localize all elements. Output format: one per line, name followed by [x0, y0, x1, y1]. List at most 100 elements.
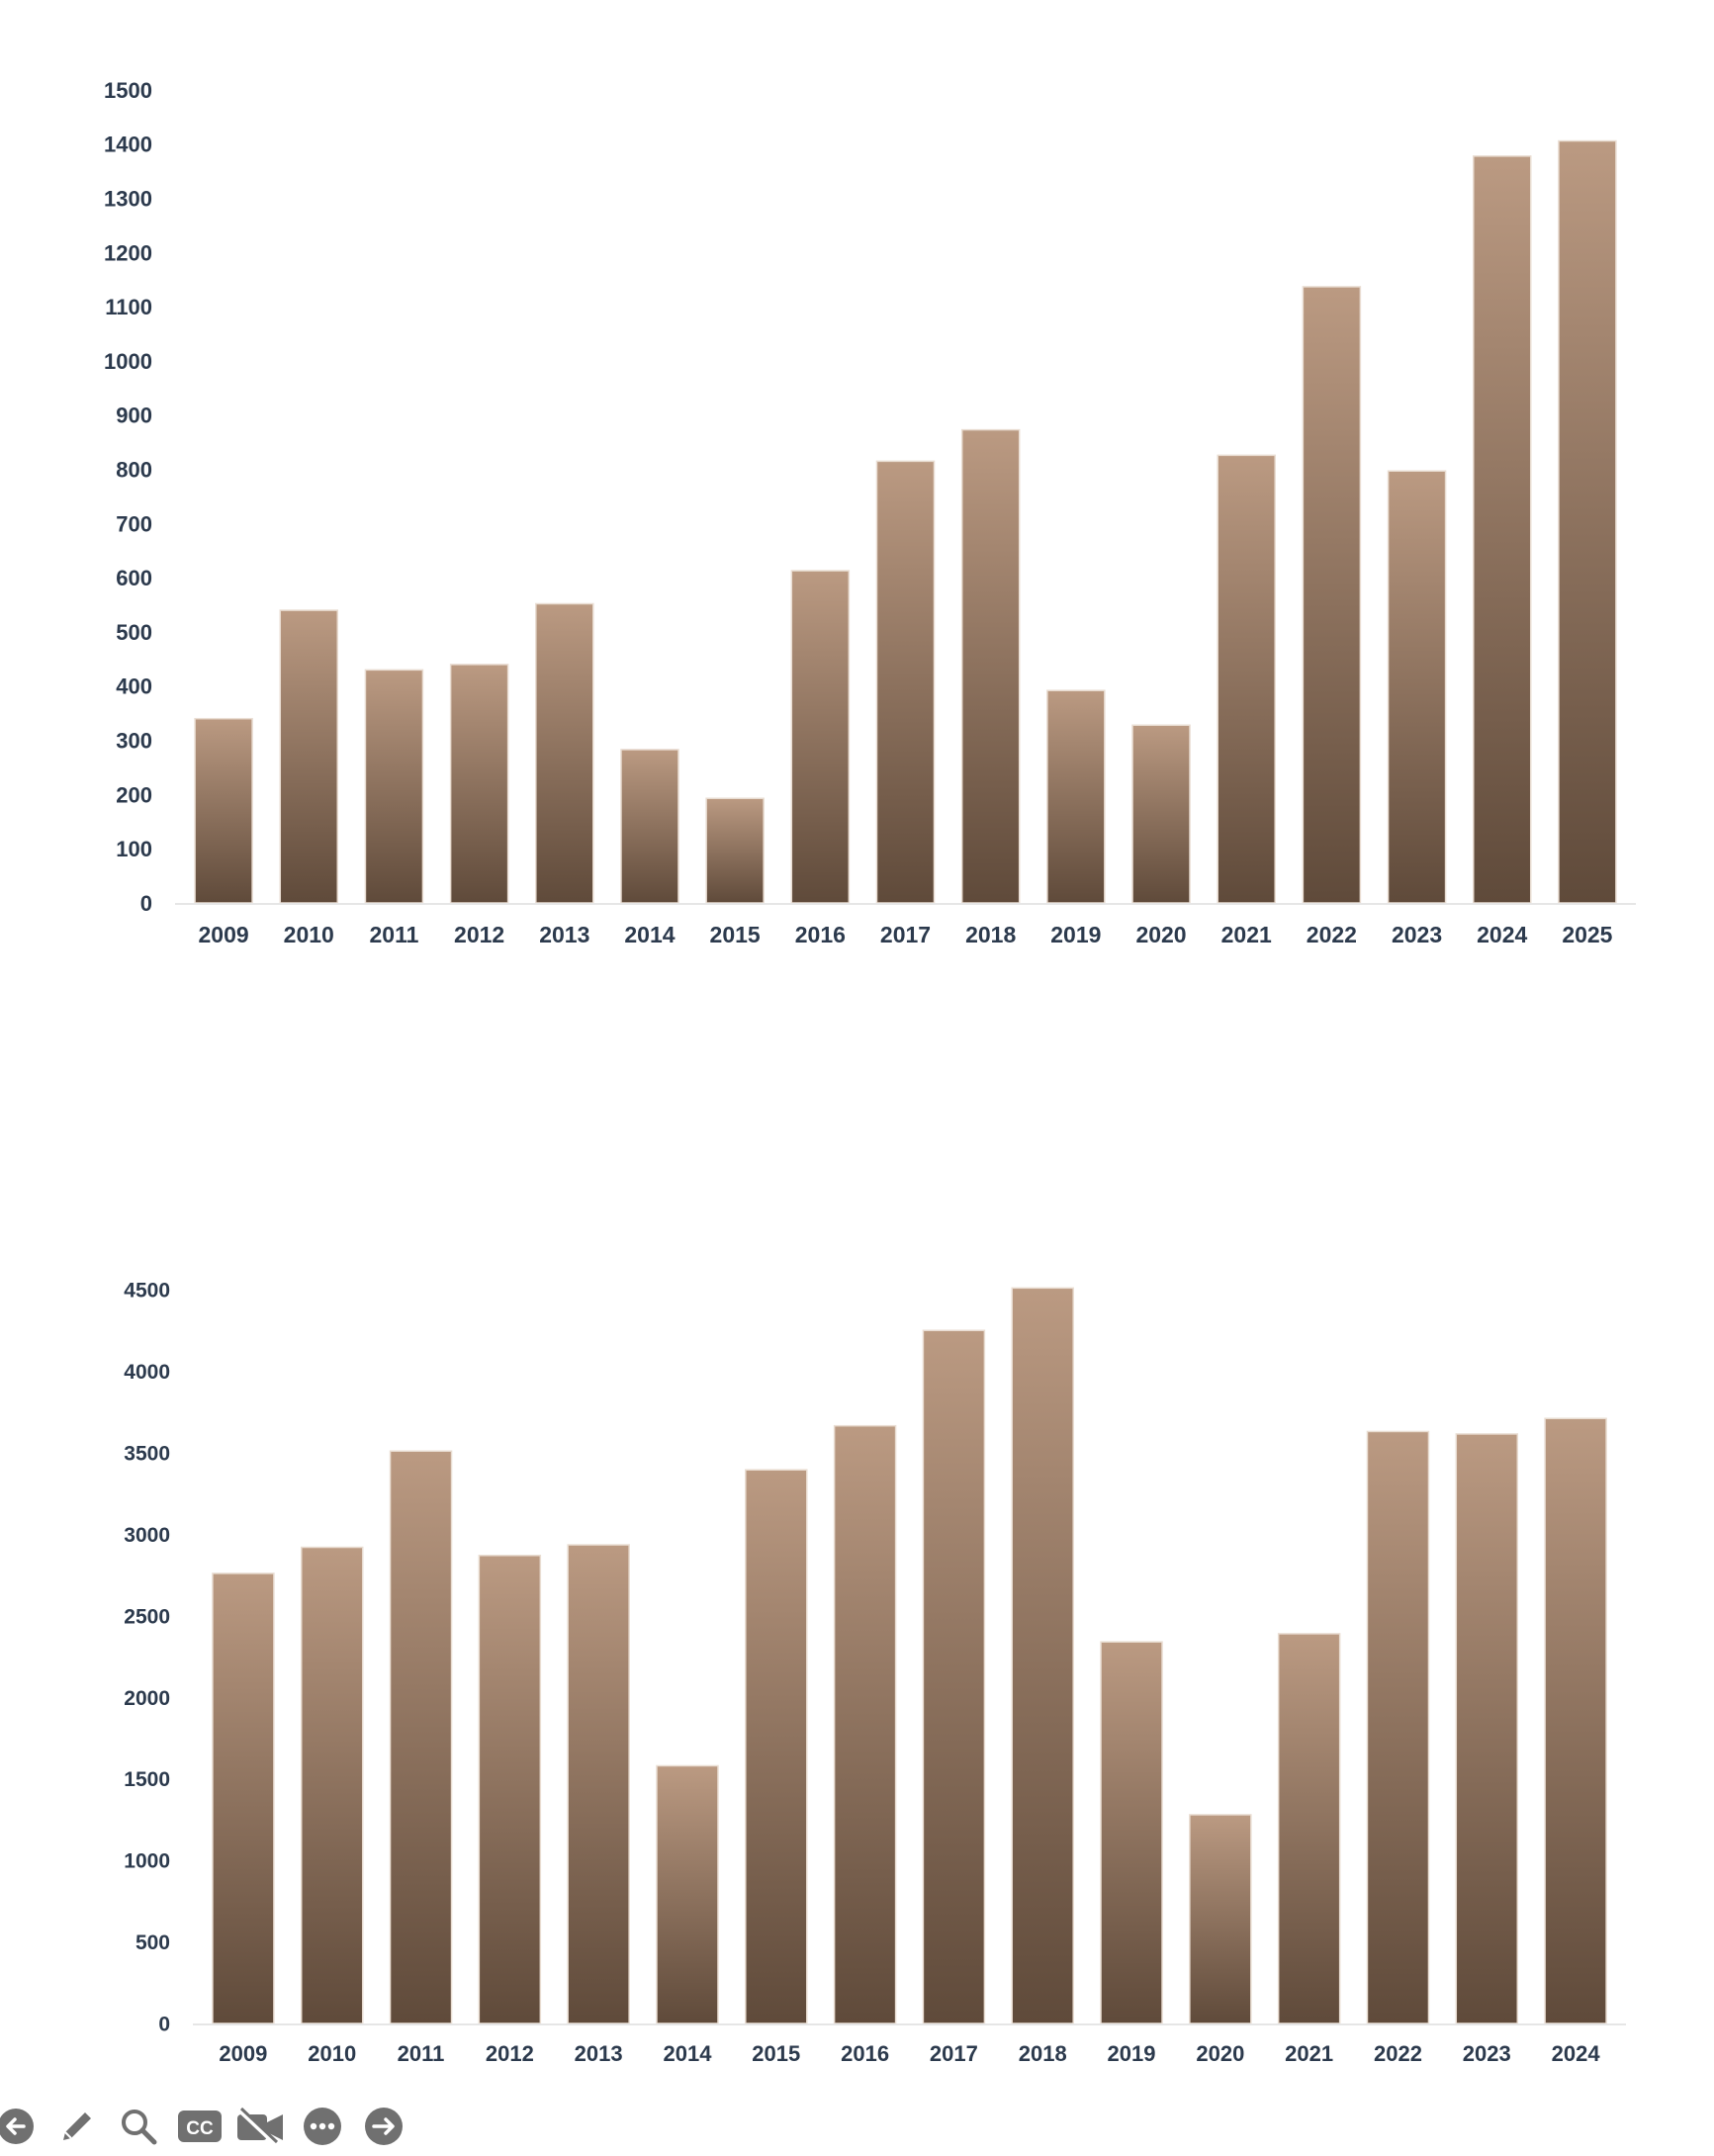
bar-2024 — [1544, 1417, 1607, 2024]
y-tick-label: 100 — [116, 837, 152, 861]
x-tick-label: 2011 — [369, 922, 418, 947]
bar-2009 — [212, 1572, 275, 2024]
x-tick-label: 2012 — [454, 922, 504, 947]
bar-2014 — [620, 749, 679, 904]
y-axis-ticks: 0 500 1000 1500 2000 2500 3000 3500 4000 4500 — [124, 1280, 170, 2036]
y-tick-label: 2500 — [124, 1605, 170, 1628]
next-button[interactable] — [358, 2101, 409, 2152]
x-tick-label: 2010 — [284, 922, 334, 947]
svg-text:CC: CC — [186, 2118, 214, 2139]
presentation-toolbar: CC — [0, 2097, 409, 2156]
x-tick-label: 2023 — [1392, 922, 1442, 947]
y-tick-label: 1400 — [104, 133, 152, 157]
bar-2015 — [745, 1469, 808, 2024]
subtitles-button[interactable]: CC — [174, 2101, 226, 2152]
bar-2015 — [705, 797, 765, 904]
y-axis-ticks: 0 100 200 300 400 500 600 700 800 900 1000 1100 1200… — [104, 78, 152, 916]
x-tick-label: 2009 — [199, 922, 249, 947]
x-tick-label: 2021 — [1221, 922, 1272, 947]
bar-2010 — [279, 609, 339, 904]
y-tick-label: 1500 — [104, 78, 152, 103]
y-tick-label: 1000 — [104, 349, 152, 374]
x-tick-label: 2025 — [1562, 922, 1612, 947]
y-tick-label: 1300 — [104, 187, 152, 212]
x-tick-label: 2010 — [308, 2041, 356, 2066]
x-tick-label: 2013 — [539, 922, 589, 947]
arrow-left-icon — [0, 2109, 34, 2144]
video-off-icon — [237, 2107, 283, 2146]
bar-chart-2: 0 500 1000 1500 2000 2500 3000 3500 4000 4500 200… — [124, 1280, 1626, 2066]
x-axis-ticks: 2009 2010 2011 2012 2013 2014 2015 2016 2017 2018… — [199, 922, 1613, 947]
y-tick-label: 1100 — [105, 295, 152, 319]
x-tick-label: 2009 — [219, 2041, 267, 2066]
y-tick-label: 2000 — [124, 1687, 170, 1710]
x-tick-label: 2022 — [1374, 2041, 1422, 2066]
bar-2019 — [1046, 689, 1106, 904]
y-tick-label: 700 — [116, 511, 152, 536]
y-tick-label: 200 — [116, 782, 152, 807]
bar-chart-1: 0 100 200 300 400 500 600 700 800 900 1000 1100 1200… — [104, 78, 1636, 947]
x-tick-label: 2012 — [486, 2041, 534, 2066]
bar-2009 — [194, 717, 253, 904]
bar-2013 — [567, 1544, 630, 2024]
camera-toggle-button[interactable] — [235, 2101, 287, 2152]
y-tick-label: 1200 — [104, 240, 152, 265]
y-tick-label: 1000 — [124, 1850, 170, 1873]
x-tick-label: 2015 — [710, 922, 761, 947]
y-tick-label: 800 — [116, 458, 152, 483]
bar-2012 — [478, 1555, 542, 2024]
bar-2022 — [1366, 1430, 1430, 2024]
bar-2016 — [833, 1424, 897, 2024]
x-tick-label: 2023 — [1463, 2041, 1511, 2066]
x-tick-label: 2021 — [1285, 2041, 1333, 2066]
x-tick-label: 2016 — [841, 2041, 889, 2066]
x-axis-ticks: 2009 2010 2011 2012 2013 2014 2015 2016 2017 2018… — [219, 2041, 1600, 2066]
x-tick-label: 2022 — [1307, 922, 1357, 947]
bar-2025 — [1558, 139, 1617, 904]
cc-icon: CC — [178, 2111, 222, 2142]
bar-2013 — [535, 602, 594, 904]
x-tick-label: 2020 — [1135, 922, 1186, 947]
zoom-button[interactable] — [113, 2101, 164, 2152]
bar-2024 — [1472, 155, 1532, 904]
bar-2010 — [300, 1546, 364, 2024]
x-tick-label: 2014 — [624, 922, 675, 947]
x-tick-label: 2011 — [398, 2041, 445, 2066]
pen-tool-button[interactable] — [51, 2101, 103, 2152]
y-tick-label: 300 — [116, 729, 152, 754]
y-tick-label: 3000 — [124, 1524, 170, 1547]
y-tick-label: 0 — [158, 2014, 170, 2036]
y-tick-label: 1500 — [124, 1768, 170, 1791]
x-tick-label: 2013 — [575, 2041, 623, 2066]
x-tick-label: 2024 — [1477, 922, 1527, 947]
bar-2018 — [1011, 1287, 1074, 2024]
more-icon — [304, 2108, 341, 2145]
y-tick-label: 4500 — [124, 1280, 170, 1303]
pencil-icon — [63, 2112, 91, 2140]
y-tick-label: 900 — [116, 404, 152, 428]
x-tick-label: 2018 — [1019, 2041, 1067, 2066]
bar-2020 — [1131, 724, 1191, 904]
previous-button[interactable] — [0, 2101, 42, 2152]
x-tick-label: 2019 — [1108, 2041, 1156, 2066]
y-tick-label: 500 — [135, 1931, 170, 1954]
bar-2014 — [656, 1764, 719, 2024]
y-tick-label: 400 — [116, 674, 152, 699]
y-tick-label: 3500 — [124, 1442, 170, 1465]
x-tick-label: 2014 — [663, 2041, 712, 2066]
more-options-button[interactable] — [297, 2101, 348, 2152]
bar-2017 — [922, 1329, 986, 2024]
bar-2022 — [1302, 286, 1362, 904]
bar-2011 — [389, 1450, 453, 2024]
bar-2017 — [875, 460, 936, 904]
x-tick-label: 2016 — [795, 922, 846, 947]
x-tick-label: 2015 — [752, 2041, 800, 2066]
y-tick-label: 4000 — [124, 1361, 170, 1384]
x-tick-label: 2019 — [1050, 922, 1101, 947]
bar-2020 — [1189, 1814, 1252, 2024]
y-tick-label: 600 — [116, 566, 152, 590]
y-tick-label: 500 — [116, 620, 152, 645]
bar-2018 — [960, 428, 1021, 904]
bar-2023 — [1387, 470, 1447, 904]
bar-2019 — [1100, 1641, 1163, 2024]
